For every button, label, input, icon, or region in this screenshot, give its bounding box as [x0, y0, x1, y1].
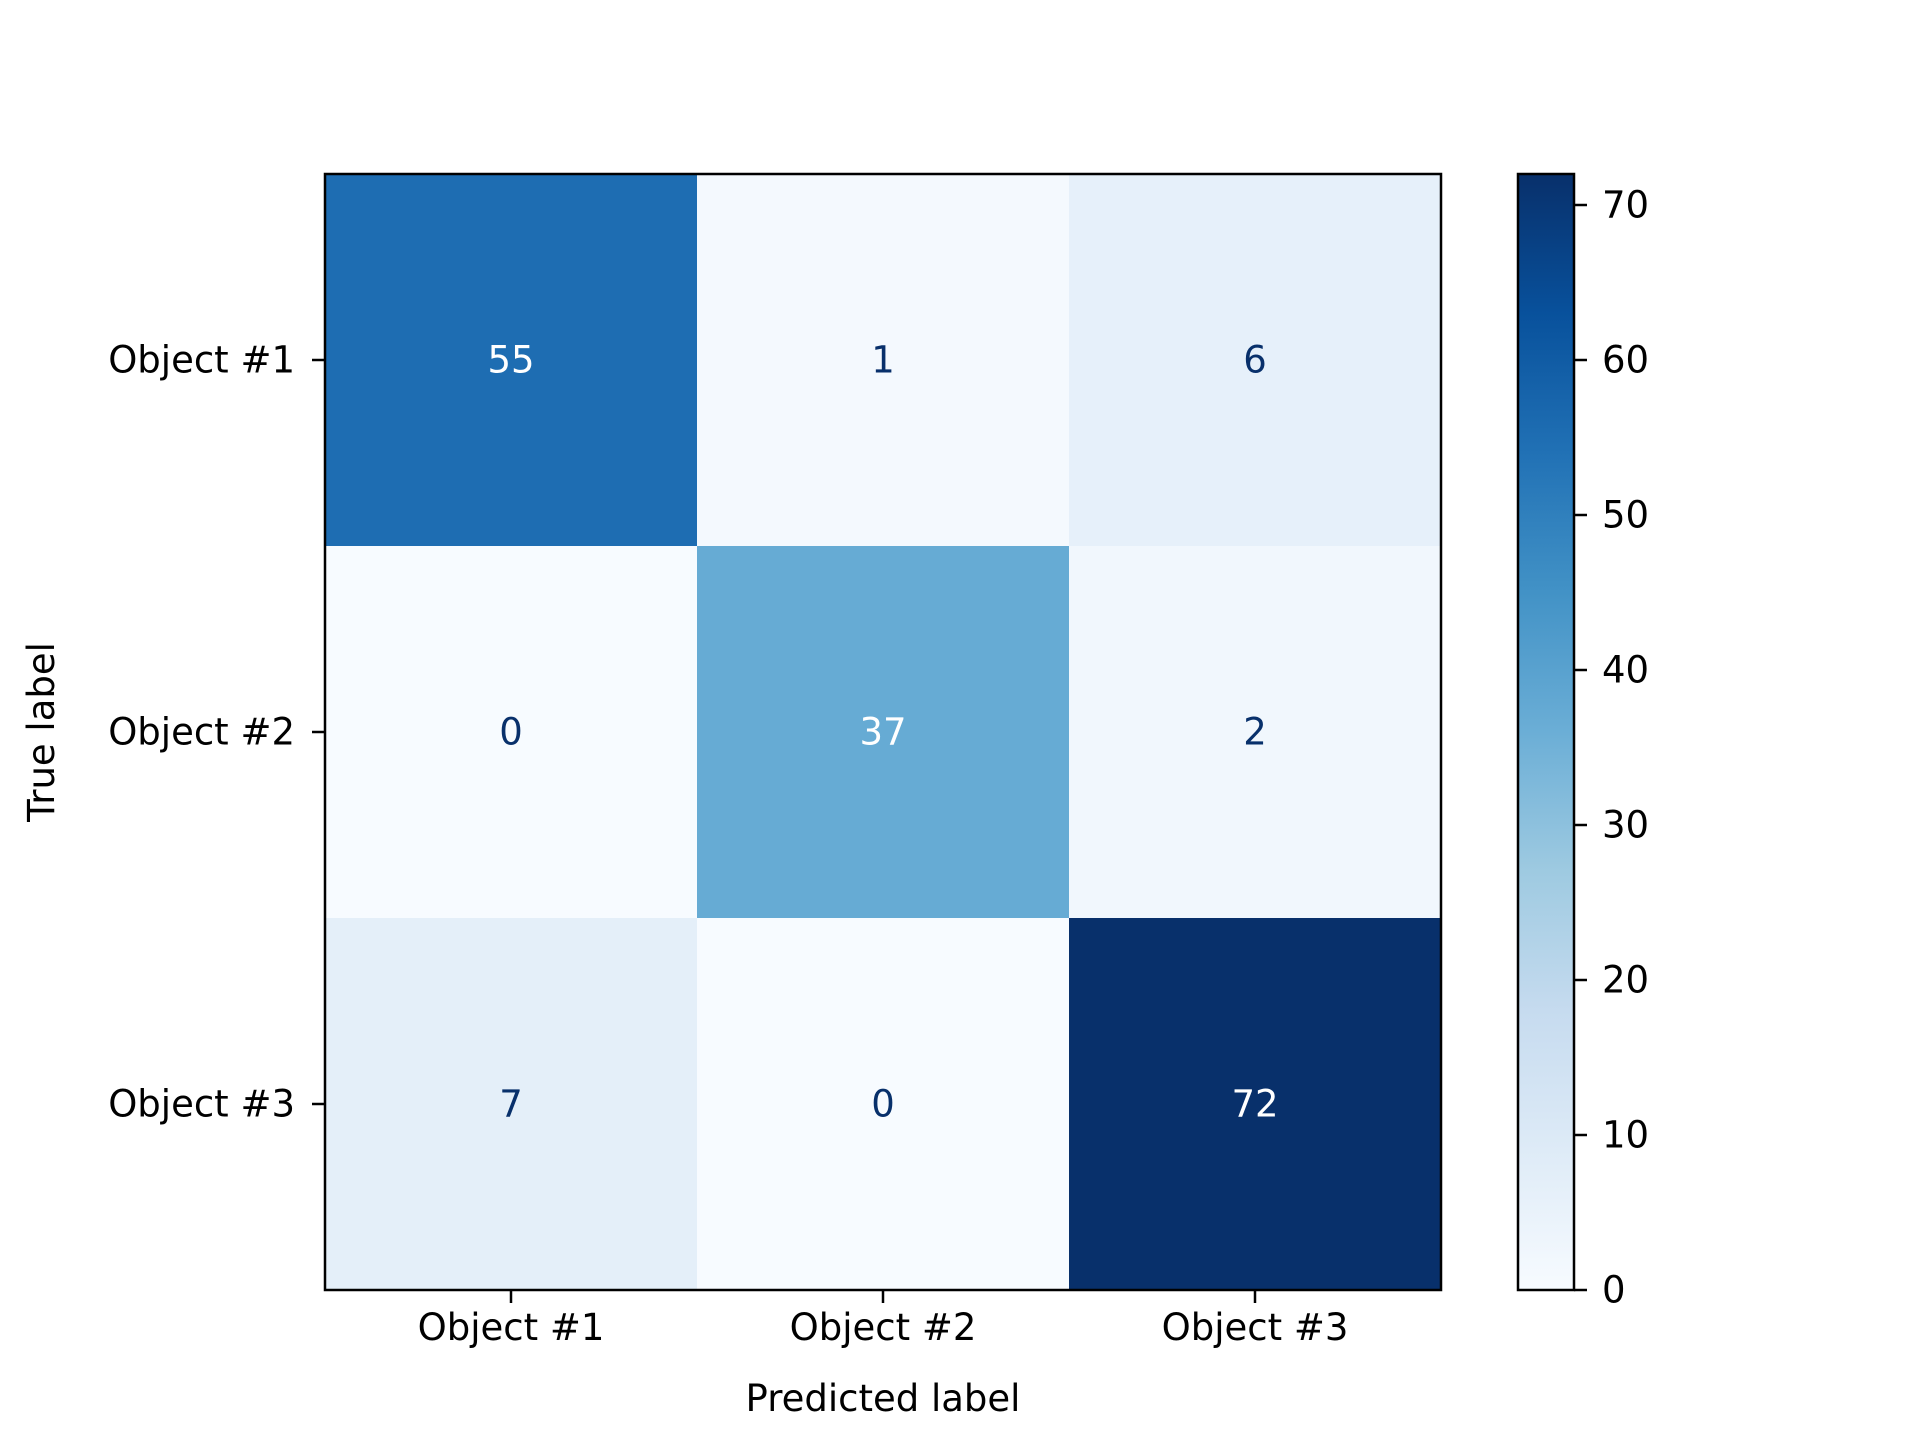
heatmap-cell — [325, 174, 698, 547]
colorbar-frame — [1516, 172, 1576, 1292]
colorbar-tick-label: 0 — [1602, 1269, 1626, 1312]
heatmap-cell — [1069, 174, 1442, 547]
cell-value-labels: 55 1 6 0 37 2 7 0 72 — [487, 339, 1278, 1126]
y-tick-label: Object #3 — [108, 1083, 295, 1126]
x-axis-ticks: Object #1 Object #2 Object #3 — [418, 1290, 1349, 1349]
cell-value-label: 1 — [871, 339, 895, 382]
x-tick-label: Object #2 — [790, 1306, 977, 1349]
cell-value-label: 6 — [1243, 339, 1267, 382]
x-axis-title: Predicted label — [746, 1377, 1021, 1420]
colorbar — [1518, 174, 1574, 1290]
heatmap-cell — [325, 546, 698, 919]
y-axis-title: True label — [20, 642, 63, 823]
colorbar-tick-label: 10 — [1602, 1114, 1649, 1157]
cell-value-label: 0 — [499, 711, 523, 754]
cell-value-label: 72 — [1231, 1083, 1278, 1126]
cell-value-label: 55 — [487, 339, 534, 382]
y-tick-label: Object #1 — [108, 339, 295, 382]
heatmap-cell — [1069, 546, 1442, 919]
colorbar-tick-label: 50 — [1602, 494, 1649, 537]
heatmap-cells — [325, 174, 1442, 1291]
x-tick-label: Object #3 — [1162, 1306, 1349, 1349]
heatmap-cell — [1069, 918, 1442, 1291]
y-axis-ticks: Object #1 Object #2 Object #3 — [108, 339, 325, 1126]
heatmap-cell — [697, 174, 1070, 547]
cell-value-label: 0 — [871, 1083, 895, 1126]
colorbar-ticks: 0 10 20 30 40 50 60 70 — [1574, 184, 1649, 1312]
x-tick-label: Object #1 — [418, 1306, 605, 1349]
cell-value-label: 7 — [499, 1083, 523, 1126]
heatmap-cell — [697, 546, 1070, 919]
colorbar-tick-label: 20 — [1602, 959, 1649, 1002]
colorbar-tick-label: 70 — [1602, 184, 1649, 227]
colorbar-tick-label: 40 — [1602, 649, 1649, 692]
cell-value-label: 2 — [1243, 711, 1267, 754]
colorbar-tick-label: 60 — [1602, 339, 1649, 382]
y-tick-label: Object #2 — [108, 711, 295, 754]
heatmap-cell — [697, 918, 1070, 1291]
cell-value-label: 37 — [859, 711, 906, 754]
colorbar-tick-label: 30 — [1602, 804, 1649, 847]
heatmap-cell — [325, 918, 698, 1291]
